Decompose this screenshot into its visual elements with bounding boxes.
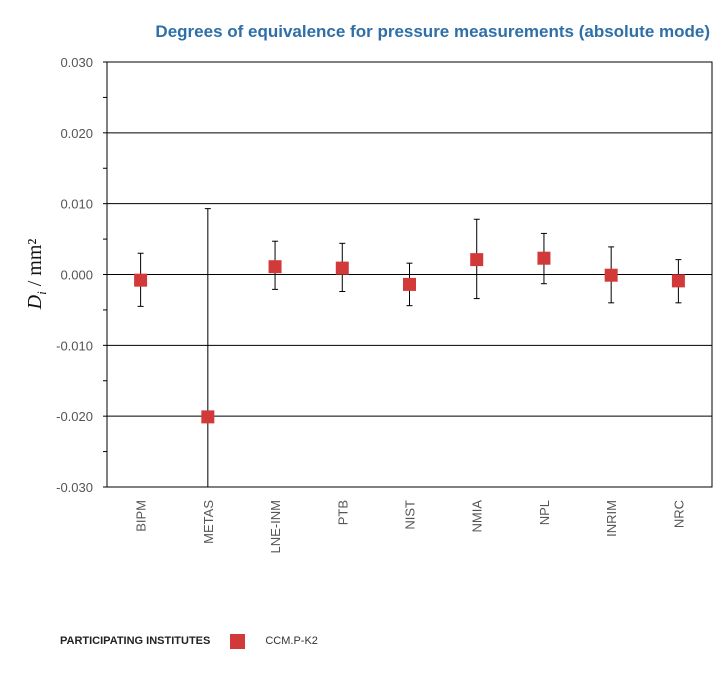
x-category-label: NMIA (470, 500, 485, 533)
y-tick-label: 0.000 (60, 268, 93, 283)
data-point (335, 261, 349, 275)
x-category-label: BIPM (134, 500, 149, 532)
legend: PARTICIPATING INSTITUTES CCM.P-K2 (60, 630, 318, 652)
y-tick-label: 0.010 (60, 197, 93, 212)
x-category-label: PTB (335, 500, 350, 525)
y-tick-label: -0.010 (56, 338, 93, 353)
y-tick-label: -0.030 (56, 480, 93, 495)
y-tick-label: 0.030 (60, 55, 93, 70)
y-tick-label: -0.020 (56, 409, 93, 424)
x-category-label: NPL (537, 500, 552, 525)
y-axis-label: Di / mm² (24, 239, 49, 311)
data-point (470, 253, 484, 267)
legend-title: PARTICIPATING INSTITUTES (60, 635, 211, 647)
x-category-label: METAS (201, 500, 216, 544)
x-category-label: INRIM (604, 500, 619, 537)
data-point (403, 277, 416, 291)
data-point (604, 268, 618, 282)
data-point (201, 410, 215, 424)
y-tick-label: 0.020 (60, 126, 93, 141)
data-point (268, 260, 282, 274)
x-category-label: NRC (671, 500, 686, 528)
x-category-label: NIST (403, 500, 418, 530)
chart-title: Degrees of equivalence for pressure meas… (155, 22, 710, 41)
data-point (134, 273, 148, 287)
x-category-label: LNE-INM (268, 500, 283, 553)
data-point (537, 251, 551, 265)
data-point (671, 274, 685, 288)
legend-series-label: CCM.P-K2 (265, 635, 318, 647)
legend-marker-swatch (230, 633, 246, 649)
